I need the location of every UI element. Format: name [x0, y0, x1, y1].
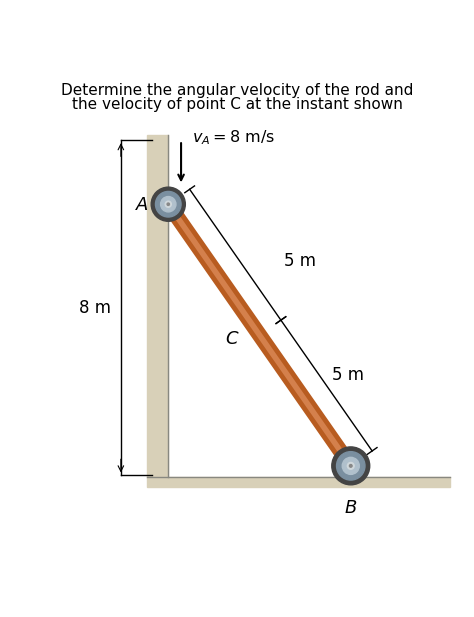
Circle shape — [165, 201, 171, 207]
Circle shape — [332, 447, 370, 485]
Circle shape — [347, 463, 354, 470]
Circle shape — [151, 187, 185, 222]
Circle shape — [349, 465, 352, 467]
Circle shape — [337, 452, 365, 480]
Text: 5 m: 5 m — [332, 366, 364, 384]
Text: A: A — [136, 196, 148, 214]
Circle shape — [161, 197, 176, 212]
Text: 5 m: 5 m — [284, 252, 317, 270]
Text: Determine the angular velocity of the rod and: Determine the angular velocity of the ro… — [61, 83, 413, 98]
Bar — [147, 477, 450, 487]
Text: 8 m: 8 m — [79, 299, 111, 317]
Circle shape — [155, 191, 181, 217]
Text: C: C — [225, 330, 238, 349]
Text: the velocity of point C at the instant shown: the velocity of point C at the instant s… — [72, 97, 402, 112]
Circle shape — [342, 457, 359, 474]
Text: $v_A = 8$ m/s: $v_A = 8$ m/s — [192, 128, 275, 147]
Circle shape — [167, 203, 170, 205]
Text: B: B — [345, 499, 357, 517]
Bar — [147, 136, 168, 477]
